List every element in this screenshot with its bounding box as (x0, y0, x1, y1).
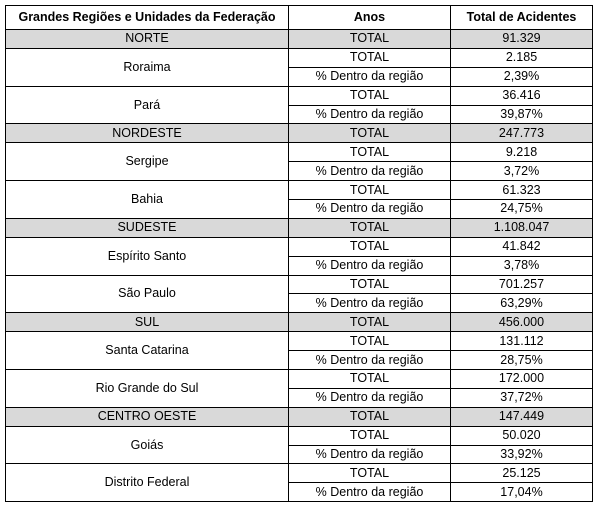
state-name: Goiás (5, 425, 289, 465)
state-row: Pará TOTAL 36.416 (5, 85, 593, 125)
row-label: TOTAL (288, 425, 451, 446)
row-label: % Dentro da região (288, 104, 451, 125)
state-row: Distrito Federal TOTAL 25.125 (5, 463, 593, 503)
row-value: 39,87% (450, 104, 593, 125)
state-name: Espírito Santo (5, 236, 289, 276)
row-value: 131.112 (450, 331, 593, 352)
row-label: TOTAL (288, 180, 451, 201)
state-row: % Dentro da região 17,04% (6, 482, 593, 503)
state-name: Bahia (5, 180, 289, 219)
row-value: 2,39% (450, 66, 593, 87)
region-name: SUL (5, 312, 289, 333)
region-name: NORTE (5, 29, 289, 49)
row-value: 41.842 (450, 236, 593, 257)
state-row: Rio Grande do Sul TOTAL 172.000 (5, 369, 593, 408)
state-name: Roraima (5, 47, 289, 87)
state-name: Rio Grande do Sul (5, 369, 289, 408)
row-label: TOTAL (288, 236, 451, 257)
region-value: 247.773 (450, 123, 593, 144)
row-label: TOTAL (288, 85, 451, 106)
row-value: 33,92% (450, 444, 593, 465)
region-value: 91.329 (450, 29, 593, 49)
row-label: TOTAL (288, 369, 451, 389)
row-label: TOTAL (288, 142, 451, 163)
region-row: SUL TOTAL 456.000 (5, 312, 593, 333)
state-row: São Paulo TOTAL 701.257 (5, 274, 593, 314)
region-label: TOTAL (288, 123, 451, 144)
row-label: % Dentro da região (288, 66, 451, 87)
row-label: TOTAL (288, 47, 451, 68)
region-row: SUDESTE TOTAL 1.108.047 (5, 217, 593, 238)
region-label: TOTAL (288, 217, 451, 238)
state-row: % Dentro da região 28,75% (6, 350, 593, 371)
region-label: TOTAL (288, 29, 451, 49)
region-name: NORDESTE (5, 123, 289, 144)
accidents-table: Grandes Regiões e Unidades da Federação … (5, 5, 593, 503)
state-name: Distrito Federal (5, 463, 289, 503)
row-label: TOTAL (288, 274, 451, 295)
row-label: TOTAL (288, 331, 451, 352)
region-name: CENTRO OESTE (5, 406, 289, 427)
state-name: Pará (5, 85, 289, 125)
state-row: % Dentro da região 37,72% (6, 387, 593, 408)
row-label: TOTAL (288, 463, 451, 484)
row-value: 701.257 (450, 274, 593, 295)
state-row: % Dentro da região 3,72% (6, 161, 593, 182)
header-cell: Anos (288, 5, 451, 30)
row-value: 25.125 (450, 463, 593, 484)
state-name: Sergipe (5, 142, 289, 182)
row-value: 37,72% (450, 387, 593, 408)
state-row: Santa Catarina TOTAL 131.112 (5, 331, 593, 371)
region-value: 147.449 (450, 406, 593, 427)
region-row: NORTE TOTAL 91.329 (5, 29, 593, 49)
row-value: 61.323 (450, 180, 593, 201)
row-label: % Dentro da região (288, 161, 451, 182)
row-label: % Dentro da região (288, 255, 451, 276)
row-value: 50.020 (450, 425, 593, 446)
row-value: 36.416 (450, 85, 593, 106)
row-label: % Dentro da região (288, 482, 451, 503)
state-name: Santa Catarina (5, 331, 289, 371)
region-value: 456.000 (450, 312, 593, 333)
row-value: 24,75% (450, 199, 593, 219)
row-label: % Dentro da região (288, 199, 451, 219)
region-label: TOTAL (288, 312, 451, 333)
row-value: 17,04% (450, 482, 593, 503)
header-row: Grandes Regiões e Unidades da Federação … (5, 5, 593, 30)
row-label: % Dentro da região (288, 293, 451, 314)
row-value: 2.185 (450, 47, 593, 68)
region-value: 1.108.047 (450, 217, 593, 238)
row-label: % Dentro da região (288, 350, 451, 371)
region-name: SUDESTE (5, 217, 289, 238)
header-cell: Grandes Regiões e Unidades da Federação (5, 5, 289, 30)
row-label: % Dentro da região (288, 444, 451, 465)
region-row: NORDESTE TOTAL 247.773 (5, 123, 593, 144)
state-row: % Dentro da região 33,92% (6, 444, 593, 465)
row-label: % Dentro da região (288, 387, 451, 408)
state-row: Espírito Santo TOTAL 41.842 (5, 236, 593, 276)
row-value: 9.218 (450, 142, 593, 163)
state-row: Sergipe TOTAL 9.218 (5, 142, 593, 182)
row-value: 172.000 (450, 369, 593, 389)
region-row: CENTRO OESTE TOTAL 147.449 (5, 406, 593, 427)
row-value: 3,78% (450, 255, 593, 276)
state-row: Goiás TOTAL 50.020 (5, 425, 593, 465)
row-value: 63,29% (450, 293, 593, 314)
state-row: Bahia TOTAL 61.323 (5, 180, 593, 219)
header-cell: Total de Acidentes (450, 5, 593, 30)
state-row: Roraima TOTAL 2.185 (5, 47, 593, 87)
row-value: 28,75% (450, 350, 593, 371)
state-name: São Paulo (5, 274, 289, 314)
row-value: 3,72% (450, 161, 593, 182)
region-label: TOTAL (288, 406, 451, 427)
state-row: % Dentro da região 3,78% (6, 255, 593, 276)
state-row: % Dentro da região 63,29% (6, 293, 593, 314)
